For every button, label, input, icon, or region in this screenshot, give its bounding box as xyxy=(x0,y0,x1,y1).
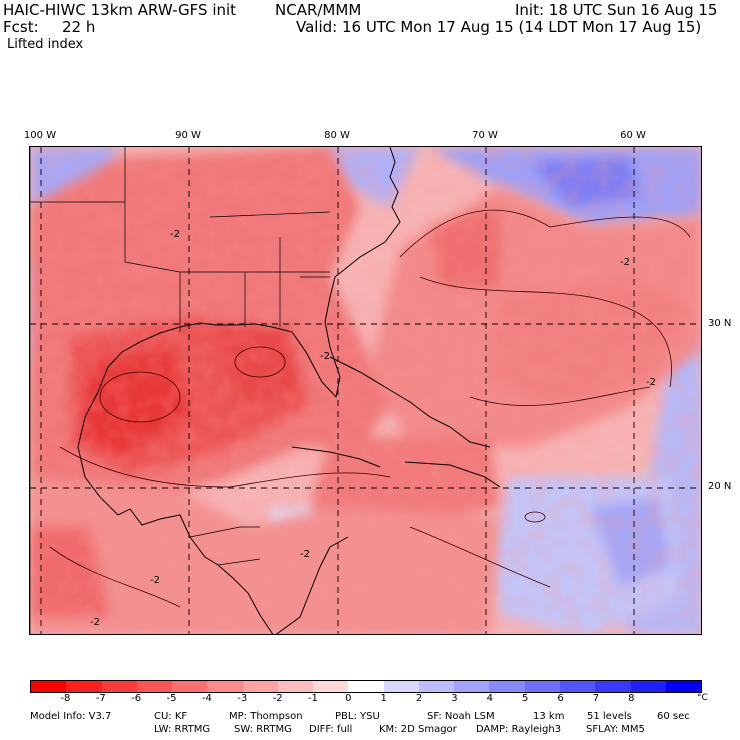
colorbar-tick-label: -7 xyxy=(95,693,106,704)
lon-label: 90 W xyxy=(175,130,201,141)
colorbar-swatch xyxy=(242,681,278,692)
colorbar-tick-label: 0 xyxy=(345,693,352,704)
colorbar-swatch xyxy=(559,681,596,692)
model-info-cu: CU: KF xyxy=(154,711,188,722)
lat-label: 30 N xyxy=(708,318,732,329)
colorbar-swatch xyxy=(277,681,314,692)
lat-lon-grid xyxy=(30,147,701,634)
model-info-version: Model Info: V3.7 xyxy=(30,711,112,722)
model-info-lw: LW: RRTMG xyxy=(154,724,211,735)
colorbar-tick-label: -6 xyxy=(131,693,142,704)
colorbar-tick-label: 8 xyxy=(628,693,635,704)
colorbar-swatch xyxy=(383,681,419,692)
colorbar-swatch xyxy=(207,681,243,692)
contour-lines xyxy=(49,209,691,608)
colorbar-ticks: -8 -7 -6 -5 -4 -3 -2 -1 0 1 2 3 4 5 6 7 8 xyxy=(30,693,702,707)
colorbar-swatch xyxy=(595,681,631,692)
lat-label: 20 N xyxy=(708,481,732,492)
colorbar-tick-label: 1 xyxy=(380,693,387,704)
colorbar-tick-label: 6 xyxy=(557,693,564,704)
model-info-damp: DAMP: Rayleigh3 xyxy=(476,724,562,735)
coastlines xyxy=(77,147,501,634)
colorbar-tick-label: -2 xyxy=(272,693,283,704)
lon-label: 60 W xyxy=(620,130,646,141)
model-info-sf: SF: Noah LSM xyxy=(427,711,495,722)
colorbar-swatch xyxy=(348,681,384,692)
lon-label: 100 W xyxy=(23,130,57,141)
colorbar-swatch xyxy=(630,681,666,692)
contour-label: -2 xyxy=(90,617,100,628)
colorbar-tick-label: 7 xyxy=(592,693,600,704)
colorbar-swatch xyxy=(136,681,173,692)
lifted-index-map: -2 -2 -2 -2 -2 -2 -2 xyxy=(29,146,702,635)
contour-label: -2 xyxy=(646,377,656,388)
colorbar-swatch xyxy=(101,681,137,692)
model-info-timestep: 60 sec xyxy=(657,711,690,722)
lon-label: 70 W xyxy=(472,130,498,141)
colorbar-unit: °C xyxy=(697,693,708,703)
field-name: Lifted index xyxy=(7,37,84,52)
colorbar-tick-label: -5 xyxy=(166,693,177,704)
colorbar-tick-label: 3 xyxy=(451,693,458,704)
map-canvas: -2 -2 -2 -2 -2 -2 -2 xyxy=(30,147,701,634)
colorbar-tick-label: -8 xyxy=(60,693,71,704)
organization-label: NCAR/MMM xyxy=(275,1,362,19)
init-time: Init: 18 UTC Sun 16 Aug 15 xyxy=(515,1,718,19)
colorbar-swatch xyxy=(418,681,455,692)
lon-label: 80 W xyxy=(324,130,350,141)
model-info-mp: MP: Thompson xyxy=(229,711,303,722)
contour-label: -2 xyxy=(150,575,160,586)
colorbar-swatch xyxy=(31,681,67,692)
colorbar-swatch xyxy=(524,681,560,692)
field-texture xyxy=(30,147,701,634)
colorbar-tick-label: -3 xyxy=(237,693,248,704)
contour-label: -2 xyxy=(620,257,630,268)
model-info-diff: DIFF: full xyxy=(309,724,353,735)
model-info-pbl: PBL: YSU xyxy=(335,711,380,722)
political-borders xyxy=(30,147,331,634)
colorbar-tick-label: 2 xyxy=(415,693,423,704)
forecast-label: Fcst: xyxy=(3,18,39,36)
forecast-hour: 22 h xyxy=(62,18,96,36)
colorbar-tick-label: 5 xyxy=(521,693,529,704)
contour-label: -2 xyxy=(300,549,310,560)
colorbar-swatch xyxy=(665,681,702,692)
model-title: HAIC-HIWC 13km ARW-GFS init xyxy=(3,1,237,19)
model-info-sflay: SFLAY: MM5 xyxy=(586,724,645,735)
colorbar-swatch xyxy=(172,681,208,692)
contour-label: -2 xyxy=(170,229,180,240)
contour-label: -2 xyxy=(320,351,330,362)
valid-time: Valid: 16 UTC Mon 17 Aug 15 (14 LDT Mon … xyxy=(296,18,702,36)
model-info-levels: 51 levels xyxy=(587,711,632,722)
colorbar-tick-label: -1 xyxy=(307,693,318,704)
model-info-resolution: 13 km xyxy=(533,711,565,722)
colorbar-tick-label: -4 xyxy=(201,693,212,704)
colorbar-tick-label: 4 xyxy=(486,693,493,704)
colorbar-swatch xyxy=(66,681,102,692)
colorbar xyxy=(30,680,702,693)
model-info-sw: SW: RRTMG xyxy=(234,724,292,735)
model-info-km: KM: 2D Smagor xyxy=(379,724,457,735)
colorbar-swatch xyxy=(489,681,525,692)
colorbar-swatch xyxy=(313,681,349,692)
colorbar-swatch xyxy=(454,681,490,692)
